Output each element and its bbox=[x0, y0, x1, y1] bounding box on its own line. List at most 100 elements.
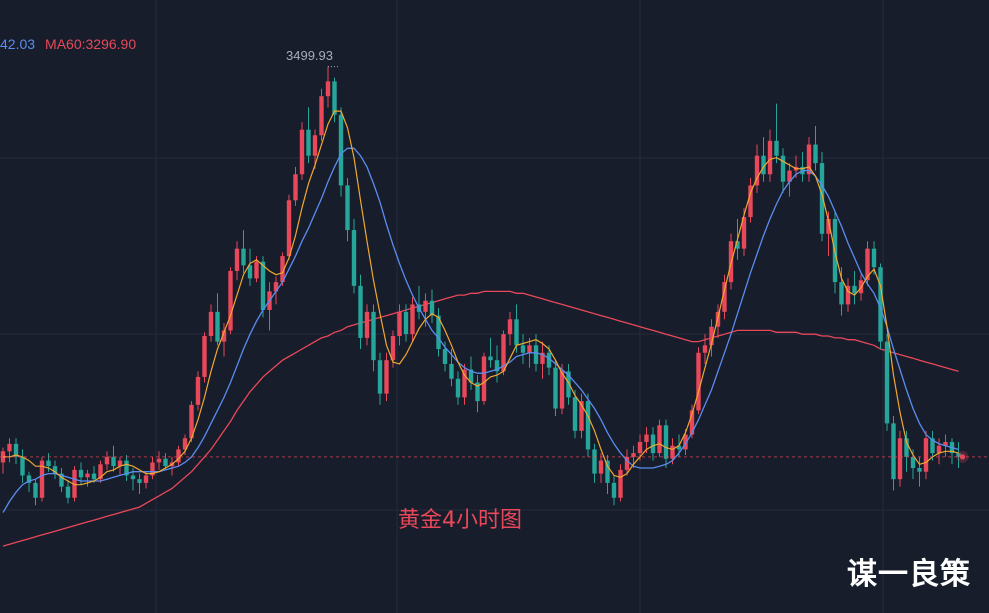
candle-body bbox=[176, 449, 181, 463]
candle-body bbox=[338, 114, 344, 186]
candle-body bbox=[481, 356, 487, 402]
candle-body bbox=[299, 129, 305, 175]
ma60-line-layer bbox=[2, 290, 959, 547]
candle-body bbox=[813, 144, 818, 164]
current-price-dot bbox=[959, 454, 966, 460]
candle-body bbox=[767, 140, 773, 175]
candle-body bbox=[806, 144, 812, 175]
candles-layer bbox=[0, 66, 961, 506]
candle-body bbox=[397, 311, 402, 337]
candle-body bbox=[332, 81, 337, 115]
candle-body bbox=[754, 155, 760, 186]
candle-body bbox=[254, 261, 259, 279]
candle-body bbox=[371, 311, 376, 361]
candle-body bbox=[735, 241, 740, 249]
candle-body bbox=[436, 315, 441, 350]
candle-body bbox=[956, 453, 961, 457]
candle-body bbox=[676, 445, 682, 450]
candle-body bbox=[774, 140, 779, 156]
candle-body bbox=[59, 473, 64, 487]
candle-body bbox=[663, 425, 669, 459]
candle-body bbox=[13, 443, 19, 457]
overlay-layer bbox=[0, 66, 989, 463]
candle-body bbox=[644, 434, 649, 442]
candle-body bbox=[702, 345, 708, 353]
candle-body bbox=[65, 486, 71, 498]
candle-body bbox=[364, 311, 370, 338]
candle-body bbox=[637, 441, 643, 454]
candle-body bbox=[208, 311, 214, 337]
candle-body bbox=[442, 349, 448, 364]
candle-body bbox=[884, 341, 890, 424]
candle-body bbox=[839, 282, 844, 305]
candle-body bbox=[351, 230, 357, 286]
moving-average-layer bbox=[2, 110, 959, 513]
candle-body bbox=[650, 434, 656, 454]
candle-body bbox=[572, 397, 578, 431]
candle-body bbox=[871, 248, 877, 268]
ma-legend: 42.03 MA60:3296.90 bbox=[0, 36, 136, 52]
candle-body bbox=[826, 218, 831, 234]
candle-body bbox=[33, 482, 38, 498]
candle-body bbox=[410, 304, 415, 335]
candle-body bbox=[904, 438, 909, 457]
ma60-line bbox=[2, 290, 959, 547]
candle-body bbox=[618, 469, 623, 498]
candle-body bbox=[527, 345, 532, 353]
candle-body bbox=[533, 345, 539, 364]
candle-body bbox=[488, 356, 493, 361]
candle-body bbox=[293, 174, 298, 201]
candle-body bbox=[384, 360, 389, 394]
candle-body bbox=[137, 479, 142, 483]
candle-body bbox=[215, 311, 220, 342]
candle-body bbox=[403, 311, 409, 335]
candle-body bbox=[540, 352, 545, 364]
candle-body bbox=[156, 458, 162, 463]
candle-body bbox=[46, 460, 51, 467]
candle-body bbox=[865, 248, 870, 281]
candle-body bbox=[228, 270, 233, 331]
candle-body bbox=[124, 460, 129, 476]
candle-body bbox=[566, 371, 571, 398]
candle-body bbox=[943, 441, 948, 446]
ma-fast-line bbox=[3, 110, 959, 486]
candle-body bbox=[787, 170, 792, 182]
candle-body bbox=[917, 468, 922, 472]
candle-body bbox=[923, 438, 929, 472]
candle-body bbox=[748, 185, 753, 218]
candle-body bbox=[936, 445, 942, 454]
candle-body bbox=[143, 475, 149, 483]
candle-body bbox=[605, 460, 610, 483]
candle-body bbox=[455, 378, 461, 398]
candle-body bbox=[546, 352, 552, 368]
candle-body bbox=[559, 371, 565, 409]
candle-body bbox=[85, 473, 90, 478]
candle-body bbox=[852, 285, 857, 294]
candle-body bbox=[657, 425, 662, 454]
candle-body bbox=[319, 96, 324, 136]
candle-body bbox=[247, 265, 253, 279]
candle-body bbox=[897, 438, 903, 480]
candle-body bbox=[189, 404, 194, 439]
candle-body bbox=[501, 334, 506, 372]
candle-body bbox=[475, 382, 480, 402]
candle-body bbox=[98, 464, 103, 480]
candle-body bbox=[20, 456, 25, 476]
candle-body bbox=[52, 466, 58, 474]
candle-body bbox=[611, 482, 617, 498]
candle-body bbox=[286, 200, 292, 257]
candle-body bbox=[130, 475, 136, 480]
candle-body bbox=[345, 185, 350, 231]
candle-body bbox=[273, 282, 279, 292]
candle-body bbox=[722, 282, 727, 312]
candle-body bbox=[195, 376, 201, 405]
candle-body bbox=[7, 443, 12, 452]
candle-body bbox=[163, 458, 168, 467]
candle-body bbox=[91, 473, 97, 480]
candle-body bbox=[449, 363, 454, 379]
candle-body bbox=[78, 469, 84, 478]
candle-body bbox=[221, 330, 227, 342]
candle-body bbox=[150, 462, 155, 476]
